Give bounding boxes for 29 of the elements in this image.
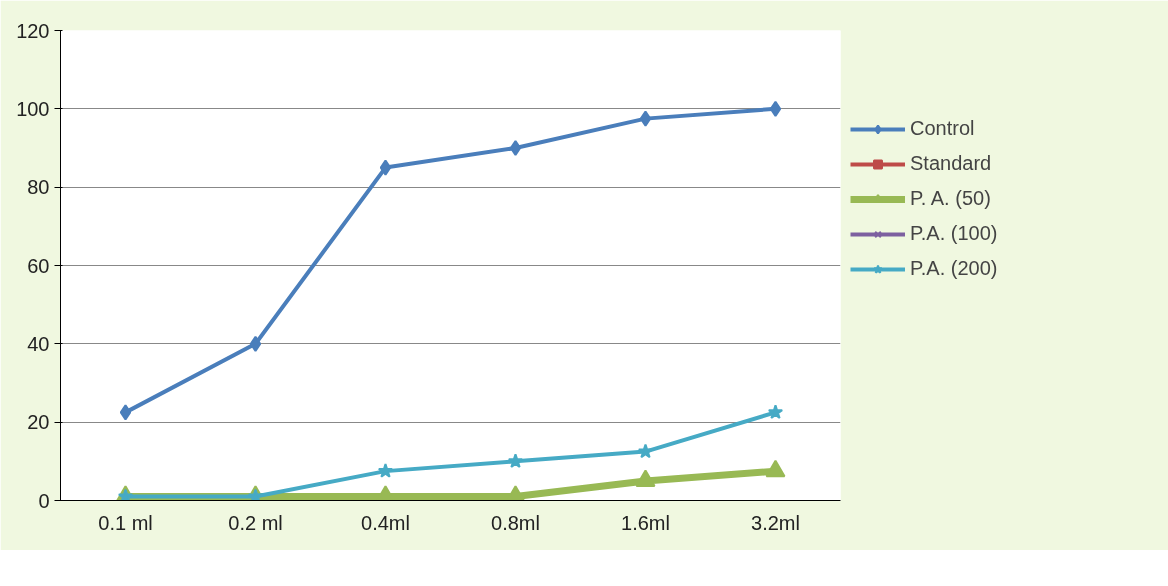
legend-label: Standard: [910, 152, 992, 175]
y-tick-label: 120: [16, 19, 50, 42]
point: [507, 453, 524, 468]
legend-label: P.A. (200): [910, 257, 998, 280]
y-tick-label: 0: [38, 489, 50, 512]
x-tick-label: 0.1 ml: [98, 511, 153, 534]
x-tick-label: 0.2 ml: [228, 511, 283, 534]
y-tick-label: 60: [27, 254, 50, 277]
y-tick-label: 20: [27, 411, 50, 434]
y-tick-label: 80: [27, 176, 50, 199]
point: [767, 404, 784, 420]
x-tick-label: 0.4ml: [361, 511, 410, 534]
point: [249, 335, 262, 352]
point: [769, 100, 782, 117]
legend-label: P. A. (50): [910, 187, 991, 210]
point: [509, 140, 522, 156]
point: [765, 459, 786, 478]
point: [379, 159, 392, 176]
point: [119, 404, 132, 421]
point: [635, 469, 656, 488]
y-tick-label: 40: [27, 332, 50, 355]
legend-label: Control: [910, 117, 975, 140]
legend-label: P.A. (100): [910, 222, 998, 245]
x-tick-label: 3.2ml: [751, 511, 800, 534]
point: [377, 463, 394, 478]
y-tick-label: 100: [16, 97, 50, 120]
point: [639, 110, 652, 127]
x-tick-label: 0.8ml: [491, 511, 540, 534]
x-tick-label: 1.6ml: [621, 511, 670, 534]
